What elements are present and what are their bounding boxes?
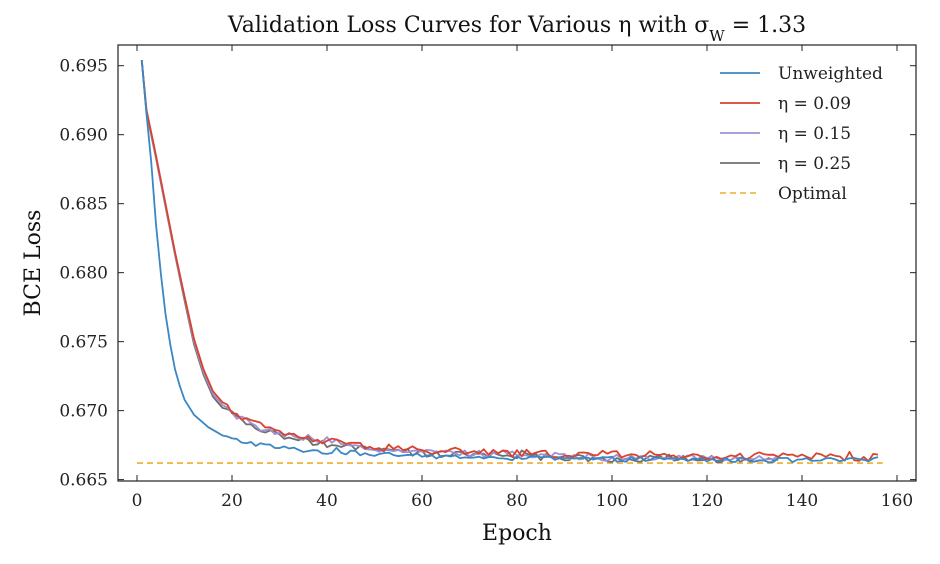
series-line-0 [140,60,879,464]
y-tick-label: 0.685 [59,195,108,215]
x-axis-label: Epoch [482,521,552,546]
x-tick-label: 100 [596,491,628,511]
x-tick-label: 60 [411,491,433,511]
x-tick-label: 120 [691,491,723,511]
y-ticks: 0.665 0.670 0.675 0.680 0.685 0.690 0.695 [59,57,916,491]
series-line-2 [140,60,779,462]
legend-label: η = 0.09 [778,94,851,114]
legend-label: η = 0.25 [778,154,851,174]
series-line-1 [140,60,879,463]
series-line-3 [140,60,779,464]
y-tick-label: 0.680 [59,264,108,284]
legend-label: Unweighted [778,64,883,84]
legend-label: Optimal [778,184,847,204]
x-tick-label: 80 [506,491,528,511]
series-lines [137,60,883,464]
x-tick-label: 140 [786,491,818,511]
y-tick-label: 0.665 [59,471,108,491]
x-tick-label: 160 [881,491,913,511]
y-tick-label: 0.675 [59,333,108,353]
y-axis-label: BCE Loss [21,210,46,317]
legend-label: η = 0.15 [778,124,851,144]
y-tick-label: 0.690 [59,126,108,146]
y-tick-label: 0.695 [59,57,108,77]
x-tick-label: 0 [132,491,143,511]
y-tick-label: 0.670 [59,402,108,422]
chart-title: Validation Loss Curves for Various η wit… [227,13,806,45]
x-tick-label: 40 [316,491,338,511]
x-tick-label: 20 [221,491,243,511]
x-ticks: 0 20 40 60 80 100 120 140 160 [132,45,913,511]
legend: Unweighted η = 0.09 η = 0.15 η = 0.25 Optima… [720,64,883,204]
